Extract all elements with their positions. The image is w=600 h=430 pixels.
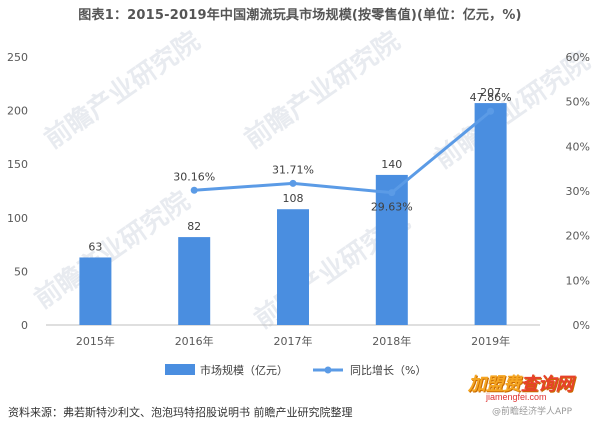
legend-swatch-bar <box>165 364 195 375</box>
source-note: 资料来源：弗若斯特沙利文、泡泡玛特招股说明书 前瞻产业研究院整理 <box>8 406 353 419</box>
line-point <box>388 189 396 197</box>
bar <box>277 209 309 325</box>
y-tick-label: 250 <box>7 51 28 64</box>
line-data-label: 31.71% <box>272 163 314 176</box>
y2-tick-label: 20% <box>566 230 590 243</box>
y2-tick-label: 50% <box>566 96 590 109</box>
bar <box>79 257 112 325</box>
bar-data-label: 82 <box>187 220 201 233</box>
bar <box>474 103 507 325</box>
y-tick-label: 150 <box>7 158 28 171</box>
legend-swatch-point <box>324 366 332 374</box>
x-tick-label: 2019年 <box>471 334 510 348</box>
bar-data-label: 207 <box>480 86 501 99</box>
line-data-label: 29.63% <box>371 201 413 214</box>
bar-data-label: 140 <box>381 158 402 171</box>
x-tick-label: 2015年 <box>76 334 115 348</box>
y2-tick-label: 60% <box>566 51 590 64</box>
chart-canvas: 0 50 100 150 200 250 0% 10% 20% 30% 40% 50% 60% 63 82 1… <box>7 51 590 377</box>
legend-label-bar: 市场规模（亿元） <box>200 363 288 377</box>
line-point <box>289 179 297 187</box>
brand-url: jiamengfei.com <box>486 392 547 402</box>
line-data-label: 47.86% <box>470 91 512 104</box>
brand-logo: 加盟费查询网 jiamengfei.com @前瞻经济学人APP <box>468 370 598 426</box>
x-tick-label: 2017年 <box>274 334 313 348</box>
brand-name: 加盟费查询网 <box>468 370 573 396</box>
y-tick-label: 200 <box>7 105 28 118</box>
bar <box>375 174 408 325</box>
x-tick-label: 2018年 <box>372 334 411 348</box>
chart-title: 图表1：2015-2019年中国潮流玩具市场规模(按零售值)(单位：亿元，%) <box>78 8 522 23</box>
line-point <box>190 186 198 194</box>
y-tick-label: 50 <box>14 265 28 278</box>
bar-data-label: 108 <box>283 192 304 205</box>
growth-line <box>194 110 492 195</box>
line-data-label: 30.16% <box>173 170 215 183</box>
bar <box>178 237 211 325</box>
brand-name-highlight: 查询网 <box>520 374 574 395</box>
y2-tick-label: 30% <box>566 185 590 198</box>
line-point <box>487 107 495 115</box>
legend-label-line: 同比增长（%） <box>350 363 426 377</box>
bar-data-label: 63 <box>88 240 102 253</box>
y2-tick-label: 40% <box>566 140 590 153</box>
y-tick-label: 100 <box>7 212 28 225</box>
y2-tick-label: 10% <box>566 274 590 287</box>
brand-name-main: 加盟费 <box>468 374 521 395</box>
y-tick-label: 0 <box>21 319 28 332</box>
y2-tick-label: 0% <box>573 319 590 332</box>
x-tick-label: 2016年 <box>175 334 214 348</box>
brand-handle: @前瞻经济学人APP <box>492 407 573 417</box>
